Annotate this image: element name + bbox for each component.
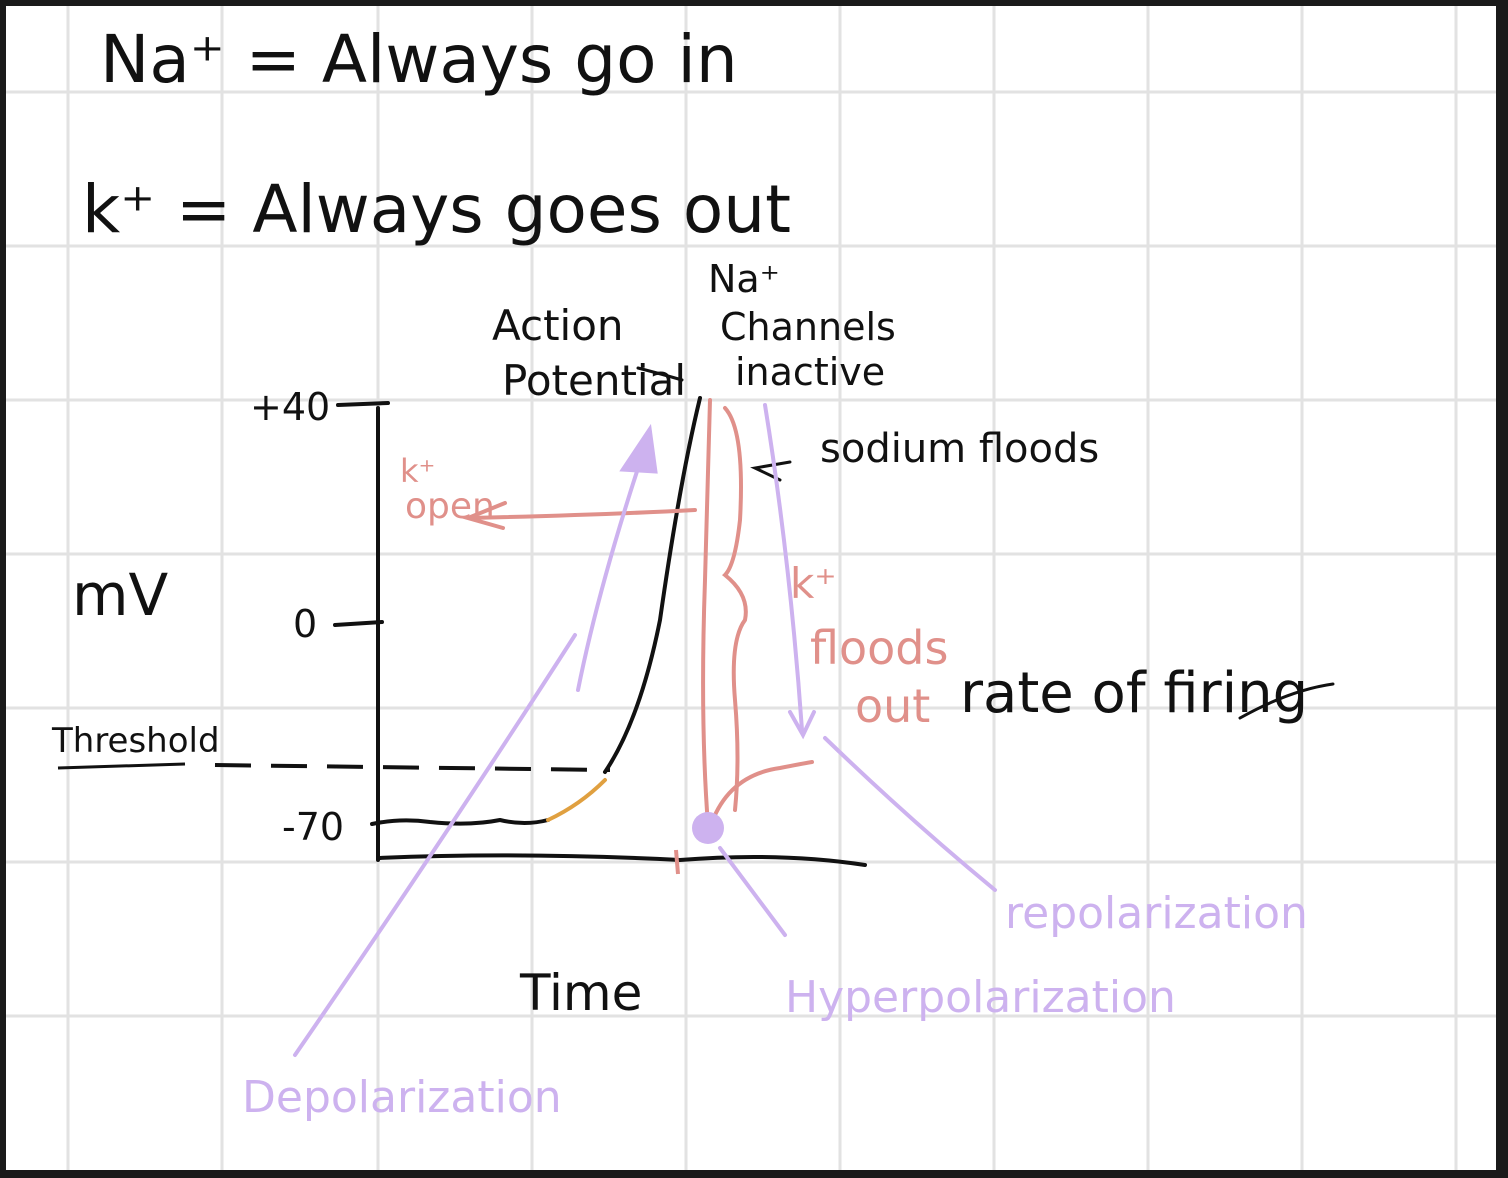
graph-axes: [333, 401, 867, 867]
hyperpolarization-return-trace: [710, 760, 814, 824]
grid-lines: [6, 6, 1496, 1170]
na-rule-text: Na⁺ = Always go in: [100, 21, 738, 98]
repolarization-pointer: [823, 736, 997, 892]
resting-potential-trace: [370, 817, 550, 826]
k-floods-arrow: [763, 403, 804, 732]
k-floods-label-3: out: [855, 679, 930, 733]
k-floods-brace: [722, 406, 748, 812]
depolarization-pointer: [293, 633, 577, 1057]
sodium-floods-arrow: [750, 460, 792, 482]
sodium-floods-label: sodium floods: [820, 426, 1099, 472]
depolarization-trace: [603, 396, 702, 774]
k-rule-text: k⁺ = Always goes out: [82, 171, 791, 248]
stimulus-rise-segment: [546, 778, 607, 822]
rate-of-firing-swoosh: [1238, 682, 1335, 720]
tick-threshold-label: Threshold: [51, 721, 220, 761]
hyperpolarization-pointer: [718, 846, 787, 937]
na-inactive-label-2: Channels: [720, 305, 896, 349]
action-potential-pointer: [636, 366, 684, 382]
k-open-arrowhead: [461, 501, 507, 530]
threshold-dashed-line: [214, 763, 611, 772]
k-open-arrow: [468, 508, 697, 520]
y-axis-label: mV: [72, 561, 168, 629]
k-open-label-1: k⁺: [400, 452, 435, 490]
x-axis-label: Time: [519, 964, 642, 1022]
tick-40-label: +40: [250, 385, 330, 429]
depolarization-arrowhead: [619, 423, 658, 474]
threshold-underline: [57, 762, 186, 770]
na-inactive-label-3: inactive: [735, 350, 885, 394]
hyperpolarization-dot: [692, 812, 724, 844]
paper: [6, 6, 1496, 1170]
tick-0-label: 0: [293, 602, 317, 646]
k-floods-arrowhead: [788, 710, 816, 740]
hyperpolarization-label: Hyperpolarization: [785, 972, 1176, 1023]
time-tick-mark: [674, 849, 680, 875]
tick-minus70-label: -70: [282, 805, 344, 849]
tick-40-mark: [336, 401, 390, 407]
repolarization-label: repolarization: [1005, 888, 1308, 939]
repolarization-trace: [701, 398, 712, 827]
action-potential-label-1: Action: [492, 301, 624, 350]
na-inactive-label-1: Na⁺: [708, 257, 780, 301]
rate-of-firing-label: rate of firing: [960, 661, 1308, 726]
action-potential-label-2: Potential: [502, 356, 686, 405]
tick-0-mark: [333, 620, 384, 627]
k-floods-label-2: floods: [810, 621, 948, 675]
k-open-label-2: open: [405, 486, 495, 527]
k-floods-label-1: k⁺: [790, 559, 837, 608]
x-axis: [376, 853, 867, 867]
depolarization-label: Depolarization: [242, 1072, 562, 1123]
